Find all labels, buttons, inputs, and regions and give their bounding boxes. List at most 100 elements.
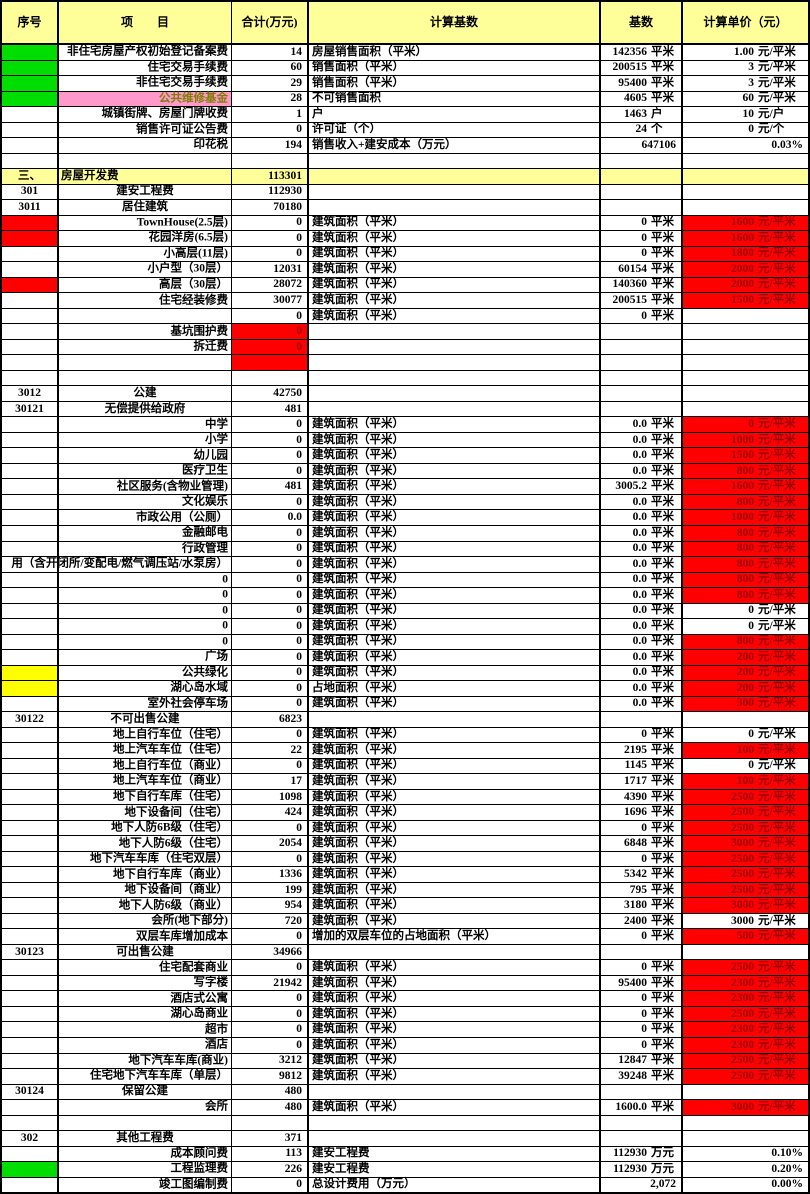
cell-basis[interactable] <box>309 386 601 401</box>
cell-total[interactable]: 30077 <box>232 293 309 308</box>
cell-seq[interactable] <box>2 479 59 494</box>
cell-seq[interactable] <box>2 355 59 370</box>
cell-price[interactable]: 800 元/平米 <box>683 634 808 650</box>
cell-seq[interactable] <box>2 634 59 650</box>
cell-price[interactable]: 2500 元/平米 <box>683 805 808 820</box>
cell-item[interactable]: 广场 <box>59 650 232 665</box>
column-header-total[interactable]: 合计(万元) <box>232 2 309 43</box>
cell-basis[interactable]: 总设计费用（万元） <box>309 1177 601 1192</box>
cell-item[interactable]: 地下汽车车库(商业) <box>59 1053 232 1069</box>
cell-price[interactable]: 0 元/平米 <box>683 417 808 432</box>
cell-total[interactable]: 29 <box>232 76 309 91</box>
cell-seq[interactable] <box>2 76 59 91</box>
cell-seq[interactable] <box>2 45 59 60</box>
cell-base[interactable] <box>601 184 683 200</box>
cell-seq[interactable] <box>2 339 59 355</box>
cell-price[interactable]: 3000 元/平米 <box>683 914 808 929</box>
cell-basis[interactable]: 建筑面积（平米） <box>309 758 601 774</box>
cell-basis[interactable]: 建筑面积（平米） <box>309 975 601 991</box>
cell-seq[interactable]: 30124 <box>2 1084 59 1100</box>
cell-basis[interactable]: 建筑面积（平米） <box>309 479 601 494</box>
cell-basis[interactable]: 建筑面积（平米） <box>309 1100 601 1115</box>
cell-seq[interactable] <box>2 432 59 448</box>
cell-price[interactable]: 2500 元/平米 <box>683 867 808 882</box>
cell-price[interactable]: 2500 元/平米 <box>683 1006 808 1022</box>
cell-seq[interactable] <box>2 557 59 572</box>
cell-base[interactable]: 0 平米 <box>601 851 683 867</box>
cell-basis[interactable] <box>309 184 601 200</box>
cell-basis[interactable]: 建筑面积（平米） <box>309 1069 601 1084</box>
cell-basis[interactable]: 建筑面积（平米） <box>309 1022 601 1037</box>
cell-price[interactable]: 2500 元/平米 <box>683 960 808 975</box>
column-header-base[interactable]: 基数 <box>601 2 683 43</box>
cell-item[interactable]: 地上汽车车位（住宅） <box>59 743 232 758</box>
cell-base[interactable]: 0.0 平米 <box>601 463 683 479</box>
cell-item[interactable]: 会所 <box>59 1100 232 1115</box>
cell-price[interactable]: 100 元/平米 <box>683 743 808 758</box>
cell-seq[interactable] <box>2 262 59 277</box>
column-header-price[interactable]: 计算单价（元） <box>703 15 788 29</box>
cell-base[interactable]: 0.0 平米 <box>601 525 683 541</box>
cell-basis[interactable]: 建筑面积（平米） <box>309 432 601 448</box>
cell-seq[interactable] <box>2 293 59 308</box>
cell-seq[interactable] <box>2 805 59 820</box>
cell-base[interactable]: 39248 平米 <box>601 1069 683 1084</box>
cell-basis[interactable] <box>309 1115 601 1131</box>
cell-basis[interactable]: 建筑面积（平米） <box>309 231 601 246</box>
cell-base[interactable]: 0 平米 <box>601 1022 683 1037</box>
cell-item[interactable]: 酒店 <box>59 1038 232 1053</box>
cell-total[interactable]: 0.0 <box>232 510 309 525</box>
cell-base[interactable]: 0.0 平米 <box>601 588 683 603</box>
cell-base[interactable]: 60154 平米 <box>601 262 683 277</box>
cell-basis[interactable] <box>309 169 601 184</box>
cell-price[interactable]: 300 元/平米 <box>683 696 808 712</box>
cell-seq[interactable] <box>2 1022 59 1037</box>
cell-total[interactable]: 1098 <box>232 789 309 805</box>
cell-basis[interactable]: 建筑面积（平米） <box>309 463 601 479</box>
cell-base[interactable] <box>601 1084 683 1100</box>
cell-basis[interactable]: 建筑面积（平米） <box>309 836 601 851</box>
cell-base[interactable] <box>601 355 683 370</box>
cell-total[interactable]: 70180 <box>232 200 309 215</box>
cell-price[interactable]: 1500 元/平米 <box>683 293 808 308</box>
cell-total[interactable] <box>232 153 309 169</box>
cell-item[interactable]: 住宅地下汽车车库（单层） <box>59 1069 232 1084</box>
cell-seq[interactable] <box>2 572 59 588</box>
cell-item[interactable]: 金融邮电 <box>59 525 232 541</box>
cell-basis[interactable]: 建筑面积（平米） <box>309 572 601 588</box>
cell-price[interactable] <box>683 324 808 339</box>
cell-item[interactable]: 拆迁费 <box>59 339 232 355</box>
cell-total[interactable]: 34966 <box>232 944 309 960</box>
cell-basis[interactable] <box>309 944 601 960</box>
cell-basis[interactable]: 建筑面积（平米） <box>309 541 601 557</box>
cell-seq[interactable] <box>2 463 59 479</box>
cell-seq[interactable]: 302 <box>2 1131 59 1146</box>
cell-item[interactable]: 保留公建 <box>59 1084 232 1100</box>
cell-price[interactable]: 0 元/平米 <box>683 759 808 774</box>
cell-item[interactable]: 无偿提供给政府 <box>59 401 232 417</box>
cell-price[interactable]: 2500 元/平米 <box>683 1053 808 1069</box>
cell-price[interactable]: 2300 元/平米 <box>683 991 808 1006</box>
cell-total[interactable]: 0 <box>232 960 309 975</box>
cell-base[interactable]: 2,072 <box>601 1177 683 1192</box>
cell-item[interactable]: 室外社会停车场 <box>59 696 232 712</box>
cell-seq[interactable] <box>2 525 59 541</box>
cell-item[interactable]: 地下人防6B级（住宅） <box>59 820 232 836</box>
cell-item[interactable]: 小学 <box>59 432 232 448</box>
cell-price[interactable]: 0.10% <box>683 1147 808 1162</box>
cell-price[interactable] <box>683 1131 808 1146</box>
cell-total[interactable]: 12031 <box>232 262 309 277</box>
cell-seq[interactable] <box>2 696 59 712</box>
cell-basis[interactable]: 建筑面积（平米） <box>309 774 601 789</box>
cell-base[interactable]: 5342 平米 <box>601 867 683 882</box>
cell-seq[interactable] <box>2 774 59 789</box>
cell-seq[interactable]: 301 <box>2 184 59 200</box>
cell-seq[interactable] <box>2 138 59 153</box>
cell-item[interactable]: 幼儿园 <box>59 448 232 463</box>
cell-total[interactable]: 0 <box>232 1022 309 1037</box>
cell-total[interactable]: 9812 <box>232 1069 309 1084</box>
cell-item[interactable]: 社区服务(含物业管理) <box>59 479 232 494</box>
cell-item[interactable]: 写字楼 <box>59 975 232 991</box>
cell-item[interactable]: 成本顾问费 <box>59 1146 232 1162</box>
cell-price[interactable]: 1500 元/平米 <box>683 448 808 463</box>
